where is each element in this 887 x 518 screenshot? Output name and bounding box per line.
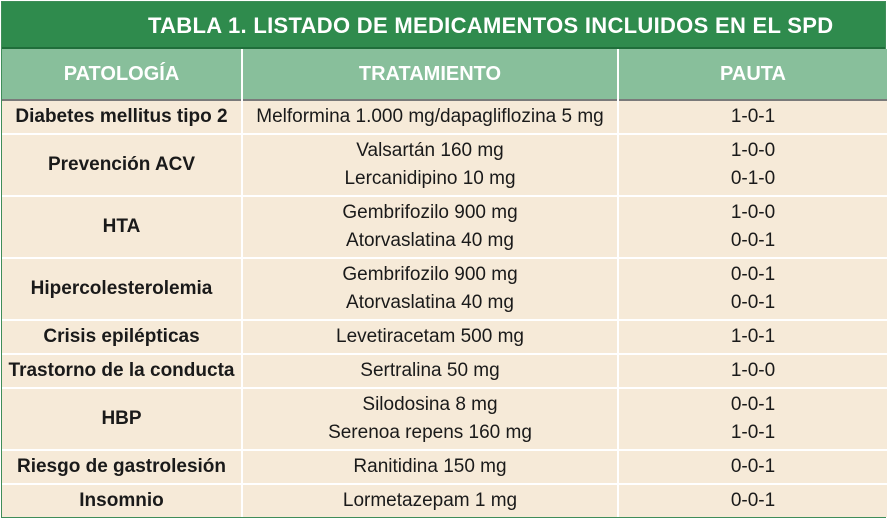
table-row: Hipercolesterolemia Gembrifozilo 900 mg At…: [2, 257, 887, 320]
schedule-cell: 1-0-0: [617, 353, 887, 388]
schedule-line: 1-0-0: [730, 202, 776, 223]
schedule-line: 1-0-1: [730, 422, 776, 443]
schedule-cell: 1-0-0 0-0-1: [617, 195, 887, 258]
pathology-cell: Prevención ACV: [2, 133, 242, 196]
pathology-cell: HTA: [2, 195, 242, 258]
pathology-cell: Insomnio: [2, 483, 242, 517]
table-row: Crisis epilépticas Levetiracetam 500 mg 1-…: [2, 319, 887, 354]
treatment-line: Sertralina 50 mg: [360, 360, 500, 381]
treatment-line: Lercanidipino 10 mg: [344, 168, 516, 189]
treatment-line: Serenoa repens 160 mg: [328, 422, 532, 443]
schedule-line: 0-0-1: [730, 456, 776, 477]
table-row: HBP Silodosina 8 mg Serenoa repens 160 mg 0…: [2, 387, 887, 450]
schedule-line: 1-0-1: [730, 106, 776, 127]
schedule-cell: 1-0-1: [617, 99, 887, 134]
table-row: Riesgo de gastrolesión Ranitidina 150 mg 0…: [2, 449, 887, 484]
table-title: TABLA 1. LISTADO DE MEDICAMENTOS INCLUID…: [2, 2, 885, 49]
treatment-cell: Silodosina 8 mg Serenoa repens 160 mg: [241, 387, 618, 450]
treatment-cell: Melformina 1.000 mg/dapagliflozina 5 mg: [241, 99, 618, 134]
treatment-line: Valsartán 160 mg: [356, 140, 504, 161]
treatment-line: Lormetazepam 1 mg: [342, 490, 518, 511]
table-row: Prevención ACV Valsartán 160 mg Lercanidip…: [2, 133, 887, 196]
pathology-cell: Hipercolesterolemia: [2, 257, 242, 320]
treatment-line: Gembrifozilo 900 mg: [342, 264, 518, 285]
schedule-line: 1-0-0: [730, 140, 776, 161]
schedule-line: 0-1-0: [730, 168, 776, 189]
table-row: Diabetes mellitus tipo 2 Melformina 1.000…: [2, 99, 887, 134]
schedule-line: 0-0-1: [730, 394, 776, 415]
table-row: Insomnio Lormetazepam 1 mg 0-0-1: [2, 483, 887, 517]
schedule-line: 0-0-1: [730, 292, 776, 313]
treatment-cell: Ranitidina 150 mg: [241, 449, 618, 484]
treatment-line: Atorvaslatina 40 mg: [346, 292, 514, 313]
treatment-cell: Sertralina 50 mg: [241, 353, 618, 388]
schedule-line: 0-0-1: [730, 264, 776, 285]
schedule-line: 1-0-0: [730, 360, 776, 381]
treatment-line: Silodosina 8 mg: [362, 394, 498, 415]
schedule-cell: 0-0-1 0-0-1: [617, 257, 887, 320]
pathology-cell: Riesgo de gastrolesión: [2, 449, 242, 484]
treatment-line: Melformina 1.000 mg/dapagliflozina 5 mg: [256, 106, 604, 127]
treatment-cell: Gembrifozilo 900 mg Atorvaslatina 40 mg: [241, 195, 618, 258]
schedule-line: 1-0-1: [730, 326, 776, 347]
medication-table: PATOLOGÍA TRATAMIENTO PAUTA Diabetes mel…: [2, 49, 887, 517]
header-schedule: PAUTA: [617, 49, 887, 100]
schedule-cell: 0-0-1: [617, 483, 887, 517]
header-row: PATOLOGÍA TRATAMIENTO PAUTA: [2, 49, 887, 100]
schedule-cell: 0-0-1: [617, 449, 887, 484]
treatment-cell: Lormetazepam 1 mg: [241, 483, 618, 517]
treatment-cell: Levetiracetam 500 mg: [241, 319, 618, 354]
header-treatment: TRATAMIENTO: [241, 49, 618, 100]
pathology-cell: Diabetes mellitus tipo 2: [2, 99, 242, 134]
treatment-cell: Gembrifozilo 900 mg Atorvaslatina 40 mg: [241, 257, 618, 320]
treatment-cell: Valsartán 160 mg Lercanidipino 10 mg: [241, 133, 618, 196]
table-body: Diabetes mellitus tipo 2 Melformina 1.000…: [2, 99, 887, 517]
schedule-cell: 1-0-0 0-1-0: [617, 133, 887, 196]
treatment-line: Levetiracetam 500 mg: [336, 326, 524, 347]
pathology-cell: HBP: [2, 387, 242, 450]
schedule-line: 0-0-1: [730, 230, 776, 251]
pathology-cell: Crisis epilépticas: [2, 319, 242, 354]
table-row: HTA Gembrifozilo 900 mg Atorvaslatina 40 m…: [2, 195, 887, 258]
header-pathology: PATOLOGÍA: [2, 49, 242, 100]
schedule-cell: 1-0-1: [617, 319, 887, 354]
treatment-line: Atorvaslatina 40 mg: [346, 230, 514, 251]
treatment-line: Ranitidina 150 mg: [353, 456, 507, 477]
pathology-cell: Trastorno de la conducta: [2, 353, 242, 388]
table-row: Trastorno de la conducta Sertralina 50 mg…: [2, 353, 887, 388]
schedule-line: 0-0-1: [730, 490, 776, 511]
schedule-cell: 0-0-1 1-0-1: [617, 387, 887, 450]
treatment-line: Gembrifozilo 900 mg: [342, 202, 518, 223]
